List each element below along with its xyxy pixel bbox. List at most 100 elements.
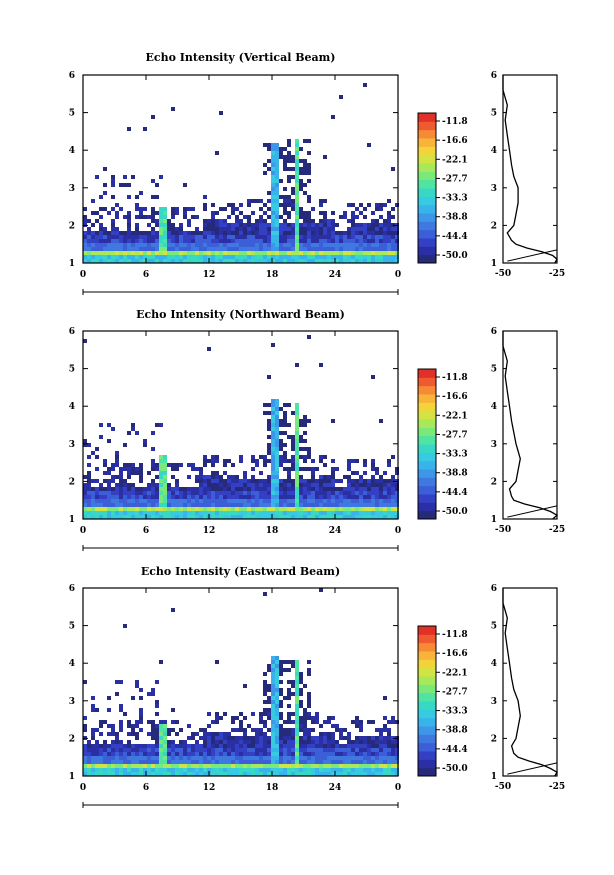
heatmap-cell — [143, 495, 147, 499]
heatmap-cell — [155, 744, 159, 748]
heatmap-cell — [99, 499, 103, 503]
heatmap-cell — [279, 423, 283, 427]
heatmap-cell — [311, 467, 315, 471]
heatmap-cell — [271, 191, 275, 195]
heatmap-cell — [119, 243, 123, 247]
heatmap-cell — [287, 688, 291, 692]
heatmap-cell — [339, 231, 343, 235]
heatmap-cell — [151, 227, 155, 231]
heatmap-cell — [195, 499, 199, 503]
heatmap-cell — [171, 231, 175, 235]
heatmap-cell — [251, 479, 255, 483]
heatmap-cell — [247, 772, 251, 776]
profile-x-label: -50 — [495, 782, 511, 792]
heatmap-cell — [123, 215, 127, 219]
heatmap-cell — [375, 736, 379, 740]
heatmap-cell — [303, 235, 307, 239]
heatmap-cell — [247, 243, 251, 247]
heatmap-cell — [231, 748, 235, 752]
heatmap-cell — [195, 752, 199, 756]
heatmap-cell — [275, 660, 279, 664]
heatmap-cell — [295, 475, 299, 479]
heatmap-cell — [211, 736, 215, 740]
heatmap-cell — [87, 744, 91, 748]
heatmap-cell — [267, 191, 271, 195]
heatmap-cell — [199, 772, 203, 776]
heatmap-cell — [107, 708, 111, 712]
heatmap-cell — [271, 183, 275, 187]
heatmap-cell — [283, 203, 287, 207]
heatmap-cell — [135, 467, 139, 471]
heatmap-cell — [239, 712, 243, 716]
heatmap-cell — [243, 247, 247, 251]
heatmap-cell — [115, 511, 119, 515]
heatmap-cell — [383, 716, 387, 720]
colorbar-label: -16.6 — [442, 392, 468, 402]
heatmap-cell — [331, 471, 335, 475]
colorbar-label: -22.1 — [442, 668, 468, 678]
heatmap-cell — [263, 247, 267, 251]
heatmap-cell — [235, 744, 239, 748]
colorbar-swatch — [418, 642, 436, 652]
heatmap-cell — [283, 732, 287, 736]
heatmap-cell — [263, 511, 267, 515]
heatmap-cell — [131, 507, 135, 511]
heatmap-cell — [323, 227, 327, 231]
heatmap-cell — [323, 499, 327, 503]
heatmap-cell — [307, 163, 311, 167]
heatmap-cell — [211, 744, 215, 748]
heatmap-cell — [303, 251, 307, 255]
heatmap-cell — [299, 688, 303, 692]
heatmap-cell — [203, 235, 207, 239]
heatmap-cell — [327, 235, 331, 239]
heatmap-cell — [323, 231, 327, 235]
heatmap-cell — [295, 744, 299, 748]
heatmap-cell — [291, 247, 295, 251]
heatmap-cell — [331, 475, 335, 479]
heatmap-cell — [263, 503, 267, 507]
heatmap-cell — [271, 744, 275, 748]
heatmap-cell — [119, 511, 123, 515]
heatmap-cell — [279, 744, 283, 748]
heatmap-cell — [243, 495, 247, 499]
heatmap-cell — [275, 159, 279, 163]
heatmap-cell — [191, 736, 195, 740]
heatmap-cell — [127, 475, 131, 479]
heatmap-cell — [347, 503, 351, 507]
profile-y-label: 4 — [491, 146, 497, 156]
heatmap-cell — [207, 243, 211, 247]
heatmap-cell — [131, 247, 135, 251]
colorbar-swatch — [418, 667, 436, 677]
heatmap-cell — [307, 515, 311, 519]
heatmap-cell — [139, 760, 143, 764]
heatmap-cell — [311, 716, 315, 720]
heatmap-cell — [287, 195, 291, 199]
heatmap-cell — [219, 219, 223, 223]
heatmap-cell — [167, 499, 171, 503]
heatmap-cell — [215, 748, 219, 752]
heatmap-cell — [275, 223, 279, 227]
heatmap-cell — [307, 660, 311, 664]
heatmap-cell — [383, 219, 387, 223]
heatmap-cell — [111, 179, 115, 183]
heatmap-cell — [315, 772, 319, 776]
heatmap-cell — [367, 247, 371, 251]
heatmap-cell — [375, 471, 379, 475]
heatmap-cell — [247, 744, 251, 748]
heatmap-cell — [111, 223, 115, 227]
profile-y-label: 1 — [491, 259, 497, 269]
heatmap-cell — [287, 215, 291, 219]
heatmap-cell — [279, 483, 283, 487]
heatmap-cell — [291, 660, 295, 664]
heatmap-cell — [355, 459, 359, 463]
heatmap-cell — [315, 227, 319, 231]
heatmap-cell — [307, 243, 311, 247]
heatmap-cell — [167, 772, 171, 776]
heatmap-cell — [87, 227, 91, 231]
heatmap-cell — [323, 247, 327, 251]
heatmap-cell — [299, 720, 303, 724]
heatmap-cell — [295, 676, 299, 680]
heatmap-cell — [275, 515, 279, 519]
heatmap-cell — [295, 692, 299, 696]
heatmap-cell — [359, 235, 363, 239]
